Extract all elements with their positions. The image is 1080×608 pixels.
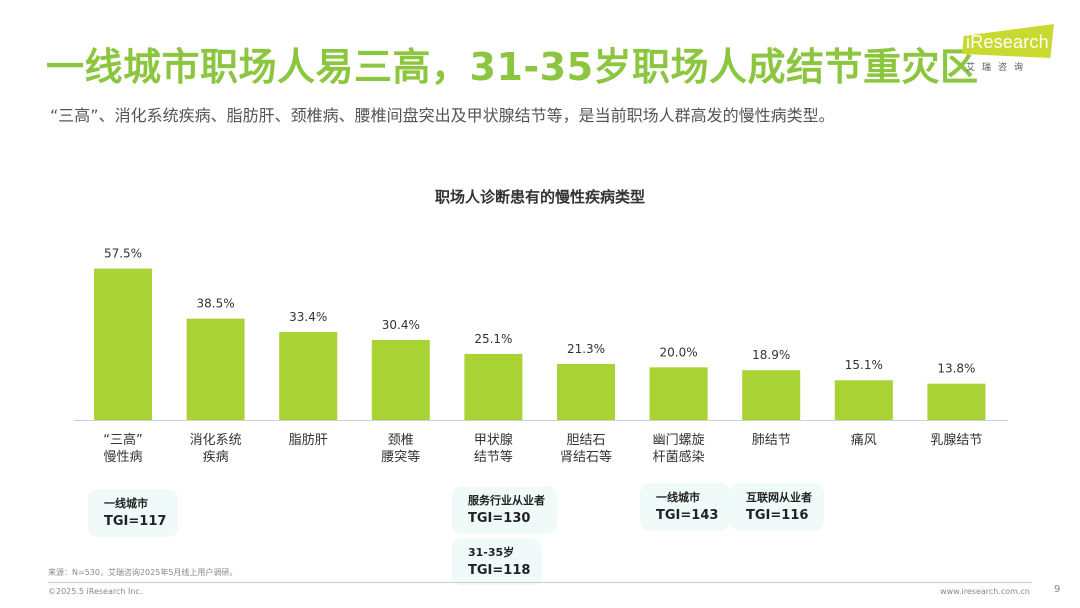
category-label: 慢性病	[103, 449, 142, 465]
logo-sub: 艾瑞咨询	[966, 63, 1031, 73]
data-label: 57.5%	[104, 247, 142, 261]
category-label: 脂肪肝	[289, 432, 328, 448]
data-label: 21.3%	[567, 342, 605, 356]
page-number: 9	[1054, 584, 1061, 595]
category-label: 消化系统	[190, 433, 242, 448]
data-label: 33.4%	[289, 310, 327, 324]
tgi-callout-label: 31-35岁	[468, 546, 515, 559]
category-label: 痛风	[851, 432, 877, 448]
category-label: 甲状腺	[474, 433, 513, 448]
tgi-callout: 一线城市 TGI=143	[640, 483, 731, 531]
bar	[557, 363, 615, 420]
category-label: 颈椎	[388, 433, 414, 448]
bar	[279, 332, 338, 420]
source-note: 来源：N=530，艾瑞咨询2025年5月线上用户调研。	[48, 568, 238, 577]
copyright: ©2025.5 iResearch Inc.	[48, 587, 143, 596]
tgi-callout: 互联网从业者 TGI=116	[730, 483, 824, 531]
bar	[94, 268, 152, 420]
bar	[742, 370, 801, 420]
data-label: 38.5%	[197, 297, 235, 311]
category-label: 腰突等	[381, 449, 420, 465]
tgi-callout-value: TGI=130	[468, 511, 531, 526]
tgi-callout-value: TGI=116	[746, 508, 809, 523]
category-label: 结节等	[474, 449, 513, 465]
category-label: 肾结石等	[560, 449, 612, 465]
category-label: 幽门螺旋	[653, 433, 705, 448]
category-label: 肺结节	[752, 433, 791, 448]
website-link[interactable]: www.iresearch.com.cn	[940, 587, 1030, 596]
bar	[464, 353, 523, 420]
iresearch-logo: iResearch 艾瑞咨询	[962, 24, 1058, 76]
bar	[649, 367, 708, 420]
footer-divider	[48, 582, 1032, 583]
tgi-callout-label: 一线城市	[104, 497, 148, 510]
tgi-callout-label: 互联网从业者	[746, 491, 812, 504]
tgi-callout-value: TGI=143	[656, 508, 719, 523]
logo-brand: iResearch	[966, 32, 1049, 52]
page-subtitle: “三高”、消化系统疾病、脂肪肝、颈椎病、腰椎间盘突出及甲状腺结节等，是当前职场人…	[50, 106, 835, 125]
category-label: 杆菌感染	[653, 449, 705, 465]
tgi-callout: 一线城市 TGI=117	[88, 489, 179, 537]
category-label: 疾病	[203, 450, 229, 465]
tgi-callout-value: TGI=117	[104, 514, 167, 529]
tgi-callout-label: 一线城市	[656, 491, 700, 504]
data-label: 25.1%	[474, 332, 512, 346]
category-label: “三高”	[103, 432, 142, 448]
data-label: 30.4%	[382, 318, 420, 332]
data-label: 18.9%	[752, 348, 790, 362]
tgi-callout-label: 服务行业从业者	[468, 494, 545, 507]
data-label: 20.0%	[660, 345, 698, 359]
category-label: 乳腺结节	[930, 433, 982, 448]
tgi-callout: 服务行业从业者 TGI=130	[452, 486, 557, 534]
chart-title: 职场人诊断患有的慢性疾病类型	[434, 188, 645, 206]
data-label: 13.8%	[937, 362, 975, 376]
tgi-callout: 31-35岁 TGI=118	[452, 538, 543, 586]
bar	[371, 339, 430, 420]
bar	[186, 318, 245, 420]
tgi-callout-value: TGI=118	[468, 563, 531, 578]
bar	[834, 380, 893, 420]
category-label: 胆结石	[566, 433, 605, 448]
page-title: 一线城市职场人易三高，31-35岁职场人成结节重灾区	[46, 45, 979, 89]
data-label: 15.1%	[845, 358, 883, 372]
bar	[927, 383, 986, 420]
